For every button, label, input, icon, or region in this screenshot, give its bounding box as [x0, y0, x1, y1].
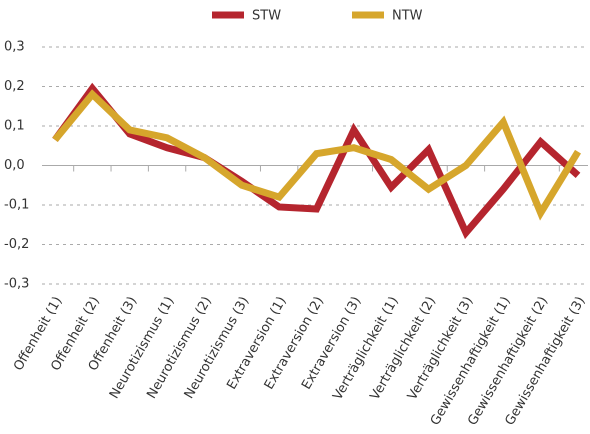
- y-tick-label: 0,3: [4, 40, 25, 55]
- y-tick-label: 0,2: [4, 79, 25, 94]
- y-tick-label: 0,1: [4, 119, 25, 134]
- y-tick-label: 0,0: [4, 158, 25, 173]
- y-tick-label: -0,3: [4, 277, 29, 292]
- y-tick-label: -0,2: [4, 237, 29, 252]
- y-tick-label: -0,1: [4, 198, 29, 213]
- series-line: [52, 82, 581, 240]
- legend-label: STW: [252, 9, 281, 24]
- series-line: [52, 89, 581, 221]
- legend-label: NTW: [392, 9, 423, 24]
